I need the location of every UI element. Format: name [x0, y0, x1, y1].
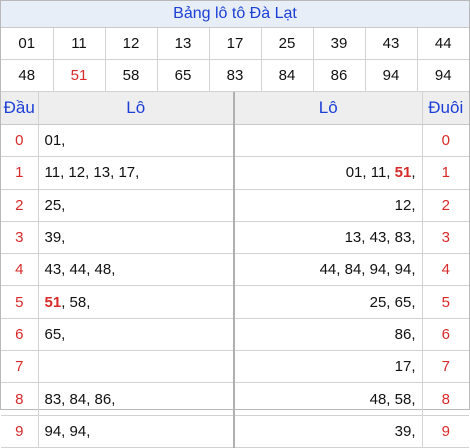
table-row: 3 39, 13, 43, 83, 3	[1, 221, 469, 255]
header-lo-right: Lô	[234, 92, 423, 125]
lo-left-cell: 11, 12, 13, 17,	[38, 156, 235, 190]
dau-cell: 0	[1, 124, 39, 158]
header-lo-left: Lô	[38, 92, 235, 125]
grid-header-row: Đầu Lô Lô Đuôi	[1, 92, 469, 125]
lo-left-cell: 25,	[38, 189, 235, 222]
lo-left-cell: 83, 84, 86,	[38, 382, 235, 416]
number-cell: 39	[313, 28, 366, 60]
number-cell: 86	[313, 59, 366, 92]
lo-right-cell: 86,	[234, 318, 423, 352]
duoi-cell: 3	[422, 221, 469, 255]
number-cell-highlighted: 51	[53, 59, 106, 92]
table-row: 5 51, 58, 25, 65, 5	[1, 285, 469, 319]
number-cell: 12	[105, 28, 158, 60]
highlighted-number: 51	[394, 164, 412, 182]
lo-right-cell	[234, 124, 423, 158]
table-row: 6 65, 86, 6	[1, 318, 469, 352]
lo-right-cell: 13, 43, 83,	[234, 221, 423, 255]
number-cell: 84	[261, 59, 314, 92]
table-row: 0 01, 0	[1, 124, 469, 158]
duoi-cell: 6	[422, 318, 469, 352]
dau-cell: 2	[1, 189, 39, 222]
duoi-cell: 0	[422, 124, 469, 158]
number-cell: 44	[417, 28, 469, 60]
table-row: 8 83, 84, 86, 48, 58, 8	[1, 382, 469, 416]
lo-right-cell: 39,	[234, 415, 423, 448]
lo-left-cell: 39,	[38, 221, 235, 255]
table-row: 2 25, 12, 2	[1, 189, 469, 222]
lo-left-cell: 51, 58,	[38, 285, 235, 319]
lo-right-cell: 17,	[234, 350, 423, 384]
dau-cell: 6	[1, 318, 39, 352]
dau-cell: 8	[1, 382, 39, 416]
table-row: 4 43, 44, 48, 44, 84, 94, 94, 4	[1, 253, 469, 287]
lo-left-cell: 94, 94,	[38, 415, 235, 448]
number-cell: 13	[157, 28, 210, 60]
table-row: 7 17, 7	[1, 350, 469, 384]
table-title: Bảng lô tô Đà Lạt	[1, 1, 469, 28]
lo-left-cell: 01,	[38, 124, 235, 158]
duoi-cell: 5	[422, 285, 469, 319]
number-cell: 48	[1, 59, 54, 92]
number-cell: 94	[365, 59, 418, 92]
lo-right-cell: 12,	[234, 189, 423, 222]
number-cell: 25	[261, 28, 314, 60]
lo-left-cell: 43, 44, 48,	[38, 253, 235, 287]
duoi-cell: 4	[422, 253, 469, 287]
dau-cell: 3	[1, 221, 39, 255]
number-cell: 17	[209, 28, 262, 60]
lo-right-cell: 25, 65,	[234, 285, 423, 319]
duoi-cell: 2	[422, 189, 469, 222]
lo-left-cell: 65,	[38, 318, 235, 352]
lo-right-cell: 48, 58,	[234, 382, 423, 416]
header-dau: Đầu	[1, 92, 39, 125]
number-cell: 43	[365, 28, 418, 60]
dau-cell: 9	[1, 415, 39, 448]
lo-right-cell: 44, 84, 94, 94,	[234, 253, 423, 287]
numbers-row: 01 11 12 13 17 25 39 43 44	[1, 28, 469, 60]
dau-cell: 1	[1, 156, 39, 190]
duoi-cell: 7	[422, 350, 469, 384]
numbers-grid: 01 11 12 13 17 25 39 43 44 48 51 58 65 8…	[1, 28, 469, 92]
highlighted-number: 51	[44, 293, 62, 311]
table-row: 1 11, 12, 13, 17, 01, 11, 51, 1	[1, 156, 469, 190]
header-duoi: Đuôi	[422, 92, 469, 125]
duoi-cell: 1	[422, 156, 469, 190]
duoi-cell: 8	[422, 382, 469, 416]
head-tail-grid: Đầu Lô Lô Đuôi 0 01, 0 1 11, 12, 13, 17, 01, …	[1, 92, 469, 448]
table-row: 9 94, 94, 39, 9	[1, 415, 469, 448]
dau-cell: 4	[1, 253, 39, 287]
dau-cell: 5	[1, 285, 39, 319]
number-cell: 01	[1, 28, 54, 60]
lo-left-cell	[38, 350, 235, 384]
dau-cell: 7	[1, 350, 39, 384]
number-cell: 83	[209, 59, 262, 92]
number-cell: 65	[157, 59, 210, 92]
duoi-cell: 9	[422, 415, 469, 448]
number-cell: 58	[105, 59, 158, 92]
number-cell: 11	[53, 28, 106, 60]
number-cell: 94	[417, 59, 469, 92]
numbers-row: 48 51 58 65 83 84 86 94 94	[1, 59, 469, 92]
lo-right-cell: 01, 11, 51,	[234, 156, 423, 190]
